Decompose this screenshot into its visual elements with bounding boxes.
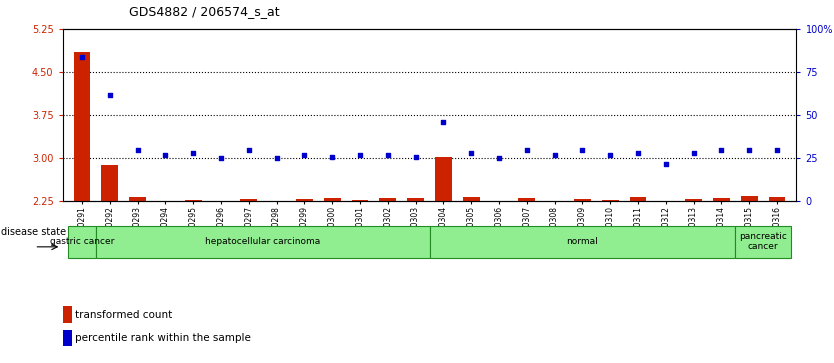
Point	[437, 119, 450, 125]
Point	[465, 150, 478, 156]
Bar	[102, 165, 118, 201]
Point	[771, 147, 784, 152]
Point	[354, 152, 367, 158]
Point	[659, 160, 672, 166]
Bar	[63, 306, 72, 322]
Text: percentile rank within the sample: percentile rank within the sample	[75, 333, 251, 343]
Bar	[769, 197, 786, 201]
Bar	[574, 199, 590, 201]
Bar	[463, 197, 480, 201]
Bar	[407, 198, 424, 201]
Bar	[430, 226, 736, 258]
Point	[409, 154, 422, 160]
Bar	[713, 198, 730, 201]
Text: pancreatic
cancer: pancreatic cancer	[739, 232, 787, 251]
Point	[214, 155, 228, 161]
Point	[75, 54, 88, 60]
Point	[131, 147, 144, 152]
Bar	[741, 196, 757, 201]
Point	[575, 147, 589, 152]
Point	[158, 152, 172, 158]
Point	[187, 150, 200, 156]
Text: transformed count: transformed count	[75, 310, 173, 319]
Bar	[686, 199, 702, 201]
Bar	[68, 226, 96, 258]
Point	[604, 152, 617, 158]
Point	[715, 147, 728, 152]
Bar	[352, 200, 369, 201]
Point	[298, 152, 311, 158]
Text: disease state: disease state	[1, 227, 66, 237]
Point	[548, 152, 561, 158]
Bar	[96, 226, 430, 258]
Bar	[519, 198, 535, 201]
Bar	[73, 52, 90, 201]
Point	[270, 155, 284, 161]
Bar	[435, 157, 452, 201]
Bar	[324, 198, 340, 201]
Bar	[185, 200, 202, 201]
Bar	[129, 197, 146, 201]
Point	[631, 150, 645, 156]
Point	[742, 147, 756, 152]
Point	[242, 147, 255, 152]
Bar	[657, 201, 674, 203]
Point	[325, 154, 339, 160]
Text: normal: normal	[566, 237, 598, 246]
Bar	[379, 198, 396, 201]
Point	[520, 147, 534, 152]
Text: hepatocellular carcinoma: hepatocellular carcinoma	[205, 237, 320, 246]
Bar	[296, 199, 313, 201]
Bar	[736, 226, 791, 258]
Point	[687, 150, 701, 156]
Point	[381, 152, 394, 158]
Bar	[63, 330, 72, 346]
Point	[103, 92, 117, 98]
Bar	[240, 199, 257, 201]
Text: gastric cancer: gastric cancer	[50, 237, 114, 246]
Point	[492, 155, 505, 161]
Text: GDS4882 / 206574_s_at: GDS4882 / 206574_s_at	[129, 5, 280, 18]
Bar	[602, 200, 619, 201]
Bar	[630, 197, 646, 201]
Bar	[269, 201, 285, 202]
